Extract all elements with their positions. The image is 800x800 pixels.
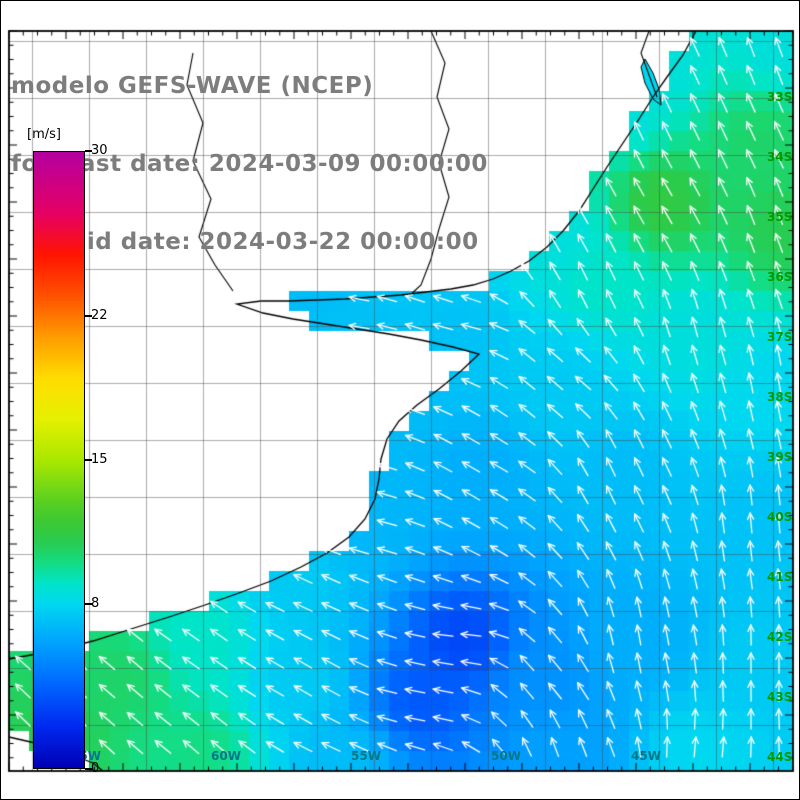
colorbar-tick-label: 8 (91, 596, 100, 612)
latitude-label: 39S (767, 450, 793, 464)
colorbar-tick-mark (85, 768, 92, 770)
latitude-label: 34S (767, 150, 793, 164)
model-title: modelo GEFS-WAVE (NCEP) (11, 73, 374, 99)
latitude-label: 33S (767, 90, 793, 104)
colorbar-tick-label: 30 (91, 143, 108, 158)
colorbar (33, 151, 85, 769)
longitude-label: 55W (351, 749, 381, 763)
colorbar-tick-mark (85, 314, 92, 317)
colorbar-tick-label: 0 (91, 761, 100, 776)
latitude-label: 35S (767, 210, 793, 224)
colorbar-tick-label: 15 (91, 452, 108, 467)
latitude-label: 41S (767, 570, 793, 584)
colorbar-tick-mark (85, 150, 92, 152)
colorbar-tick-mark (85, 603, 92, 606)
longitude-label: 50W (491, 749, 521, 763)
latitude-label: 37S (767, 330, 793, 344)
colorbar-tick-mark (85, 459, 92, 461)
latitude-label: 40S (767, 510, 793, 524)
latitude-label: 44S (767, 750, 793, 764)
latitude-label: 43S (767, 690, 793, 704)
longitude-label: 45W (631, 749, 661, 763)
latitude-label: 38S (767, 390, 793, 404)
colorbar-unit-label: [m/s] (27, 127, 61, 142)
latitude-label: 42S (767, 630, 793, 644)
valid-date-label: valid date: 2024-03-22 00:00:00 (47, 229, 479, 255)
longitude-label: 60W (211, 749, 241, 763)
latitude-label: 36S (767, 270, 793, 284)
colorbar-tick-label: 22 (91, 307, 108, 323)
